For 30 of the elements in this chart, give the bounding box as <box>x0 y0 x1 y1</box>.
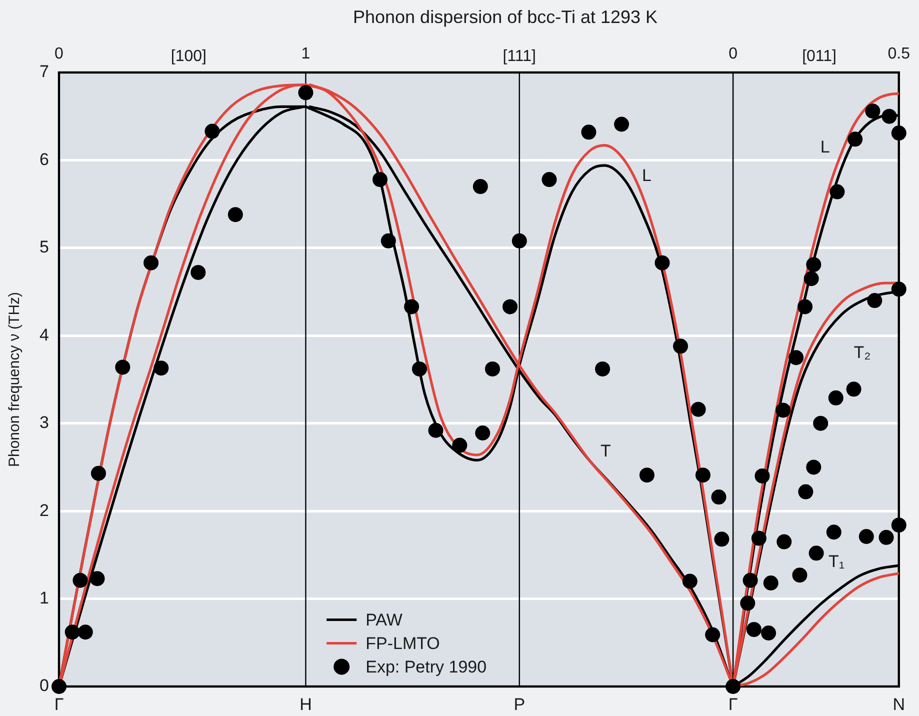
legend-label: FP-LMTO <box>366 634 440 653</box>
y-tick-label: 0 <box>40 676 49 696</box>
text: Γ <box>54 695 64 714</box>
y-tick-label: 6 <box>40 150 49 169</box>
annotation: T₁ <box>828 552 845 572</box>
x-axis-title: [100] <box>170 48 206 65</box>
x-tick-label: 1 <box>301 45 310 62</box>
annotation: L <box>820 138 830 157</box>
x2-axis-title: [111] <box>502 48 536 65</box>
y-tick-label: 2 <box>40 500 49 520</box>
x-tick-label: 0 <box>54 45 64 62</box>
x-tick-label: 0 <box>728 45 738 62</box>
legend-label: PAW <box>366 610 402 630</box>
y-tick-label: 4 <box>40 325 49 344</box>
text: H <box>300 695 312 714</box>
y-tick-label: 7 <box>40 62 49 82</box>
y-axis-title: Phonon frequency ν (THz) <box>6 292 24 468</box>
y-tick-label: 5 <box>40 238 49 257</box>
legend-label: Exp: Petry 1990 <box>366 657 487 676</box>
annotation: L <box>642 166 652 185</box>
text: Γ <box>728 695 738 714</box>
x-axis-title: [011] <box>802 48 836 65</box>
chart-title: Phonon dispersion of bcc-Ti at 1293 K <box>352 6 658 27</box>
y-tick-label: 1 <box>40 588 49 608</box>
text: P <box>514 695 526 714</box>
annotation: T₂ <box>854 342 871 362</box>
x-tick-label: 0.5 <box>888 45 910 62</box>
y-tick-label: 3 <box>40 413 49 432</box>
annotation: T <box>600 442 611 461</box>
text: N <box>892 695 906 714</box>
